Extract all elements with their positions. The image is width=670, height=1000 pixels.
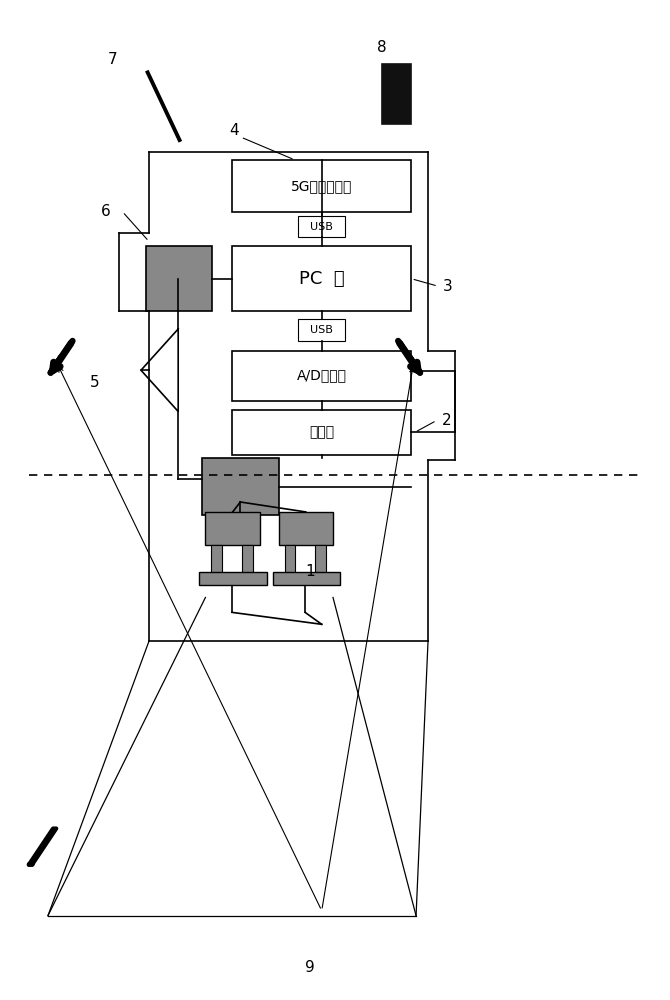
Bar [273, 572, 340, 585]
Bar [202, 458, 279, 515]
Bar [232, 410, 411, 455]
Text: 滤波器: 滤波器 [309, 425, 334, 439]
Bar [206, 512, 260, 545]
Bar [298, 319, 345, 341]
Bar [279, 512, 333, 545]
Bar [381, 64, 411, 124]
Text: 2: 2 [442, 413, 452, 428]
Bar [199, 572, 267, 585]
Bar [232, 160, 411, 212]
Text: 7: 7 [108, 52, 117, 67]
Text: 1: 1 [305, 564, 314, 579]
Text: 5G移动通讯卡: 5G移动通讯卡 [291, 179, 352, 193]
Bar [285, 545, 295, 573]
Text: 9: 9 [305, 960, 315, 975]
Bar [145, 246, 212, 311]
Bar [212, 545, 222, 573]
Bar [242, 545, 253, 573]
Text: USB: USB [310, 325, 333, 335]
Text: 5: 5 [90, 375, 99, 390]
Text: 3: 3 [443, 279, 453, 294]
Bar [315, 545, 326, 573]
Text: 6: 6 [101, 204, 111, 219]
Text: 8: 8 [377, 40, 387, 55]
Text: 4: 4 [229, 123, 239, 138]
Bar [298, 216, 345, 237]
Text: PC  机: PC 机 [299, 270, 344, 288]
Text: USB: USB [310, 222, 333, 232]
Bar [232, 351, 411, 401]
Bar [232, 246, 411, 311]
Text: A/D转化器: A/D转化器 [297, 369, 346, 383]
